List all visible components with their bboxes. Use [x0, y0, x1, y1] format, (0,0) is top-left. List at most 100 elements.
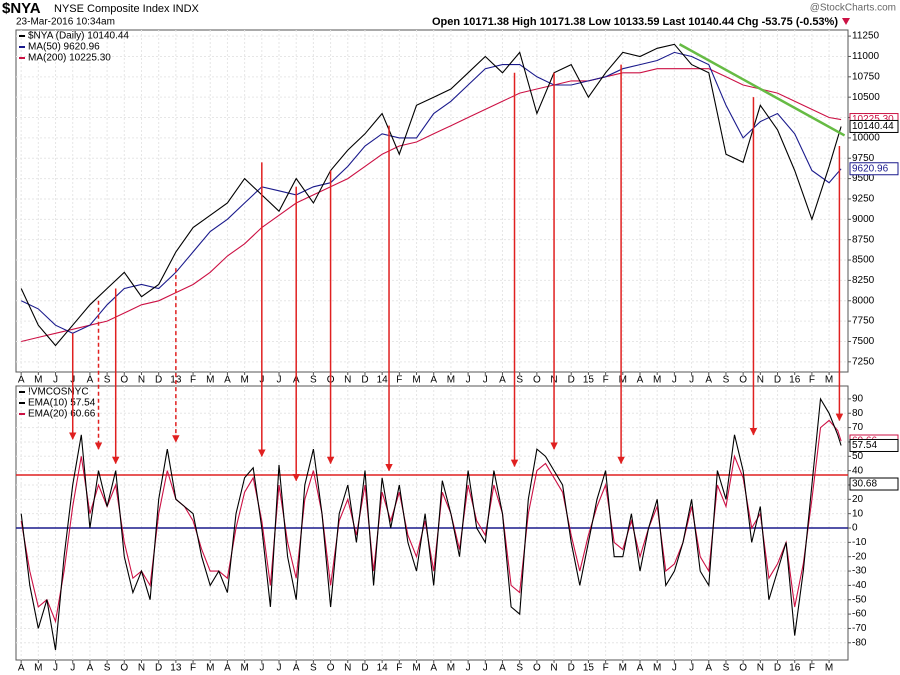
- legend-label: EMA(10) 57.54: [28, 398, 96, 409]
- series-line: [20, 397, 842, 651]
- y-tick-label: -30: [852, 566, 867, 577]
- x-tick-label: A: [705, 663, 712, 674]
- x-tick-label: O: [533, 375, 541, 386]
- legend-swatch: [19, 46, 25, 48]
- x-tick-label: 13: [170, 663, 182, 674]
- x-tick-label: D: [155, 375, 162, 386]
- x-tick-label: M: [619, 663, 627, 674]
- y-tick-label: 9500: [852, 173, 875, 184]
- x-tick-label: D: [361, 663, 368, 674]
- x-tick-label: D: [155, 663, 162, 674]
- x-tick-label: M: [206, 375, 214, 386]
- x-tick-label: O: [327, 663, 335, 674]
- x-tick-label: J: [70, 663, 75, 674]
- x-tick-label: J: [466, 663, 471, 674]
- x-tick-label: J: [483, 663, 488, 674]
- y-tick-label: 8750: [852, 234, 875, 245]
- x-tick-label: S: [310, 663, 317, 674]
- x-tick-label: N: [138, 375, 145, 386]
- legend-label: $NYA (Daily) 10140.44: [28, 31, 129, 42]
- y-tick-label: 11250: [852, 31, 880, 42]
- x-tick-label: J: [483, 375, 488, 386]
- plot-area: [16, 386, 848, 660]
- x-tick-label: A: [224, 375, 231, 386]
- y-tick-label: 7750: [852, 316, 875, 327]
- y-tick-label: 80: [852, 408, 864, 419]
- x-tick-label: D: [774, 663, 781, 674]
- lower-frame: [15, 385, 849, 661]
- series-line: [21, 68, 842, 343]
- value-tag-label: 57.54: [852, 440, 877, 451]
- x-tick-label: N: [757, 375, 764, 386]
- x-tick-label: J: [53, 663, 58, 674]
- y-tick-label: -60: [852, 609, 867, 620]
- value-tag-label: 9620.96: [852, 163, 889, 174]
- x-tick-label: F: [809, 663, 815, 674]
- y-tick-label: -40: [852, 580, 867, 591]
- legend-label: !VMCOSNYC: [28, 387, 89, 398]
- legend-swatch: [19, 57, 25, 59]
- x-tick-label: M: [206, 663, 214, 674]
- trend-line: [678, 43, 846, 137]
- y-tick-label: -10: [852, 537, 867, 548]
- x-tick-label: D: [361, 375, 368, 386]
- x-tick-label: O: [120, 375, 128, 386]
- x-tick-label: 16: [789, 663, 801, 674]
- x-tick-label: 14: [377, 663, 389, 674]
- x-tick-label: S: [516, 663, 523, 674]
- y-tick-label: 90: [852, 394, 864, 405]
- x-tick-label: S: [104, 663, 111, 674]
- x-tick-label: M: [240, 663, 248, 674]
- x-tick-label: M: [240, 375, 248, 386]
- x-tick-label: A: [430, 375, 437, 386]
- x-tick-label: 15: [583, 375, 595, 386]
- y-tick-label: 8000: [852, 295, 875, 306]
- x-tick-label: A: [499, 663, 506, 674]
- value-tag: [849, 119, 899, 133]
- legend-label: EMA(20) 60.66: [28, 409, 96, 420]
- x-tick-label: M: [34, 663, 42, 674]
- x-tick-label: A: [637, 375, 644, 386]
- x-tick-label: A: [87, 663, 94, 674]
- y-tick-label: 0: [852, 523, 858, 534]
- y-tick-label: 11000: [852, 51, 880, 62]
- x-tick-label: F: [809, 375, 815, 386]
- x-tick-label: A: [293, 663, 300, 674]
- y-tick-label: 10750: [852, 71, 880, 82]
- x-tick-label: D: [774, 375, 781, 386]
- x-tick-label: M: [412, 663, 420, 674]
- x-tick-label: A: [18, 663, 25, 674]
- x-tick-label: M: [619, 375, 627, 386]
- x-tick-label: M: [447, 375, 455, 386]
- x-tick-label: F: [396, 663, 402, 674]
- y-tick-label: 20: [852, 494, 864, 505]
- x-tick-label: A: [18, 375, 25, 386]
- x-tick-label: O: [120, 663, 128, 674]
- value-tag-label: 30.68: [852, 479, 877, 490]
- x-tick-label: A: [705, 375, 712, 386]
- series-line: [20, 51, 842, 334]
- x-tick-label: D: [568, 663, 575, 674]
- x-tick-label: J: [53, 375, 58, 386]
- x-tick-label: A: [87, 375, 94, 386]
- subtitle: NYSE Composite Index INDX: [54, 3, 200, 15]
- x-tick-label: F: [396, 375, 402, 386]
- x-tick-label: M: [412, 375, 420, 386]
- value-tag-label: 10140.44: [852, 121, 894, 132]
- y-tick-label: -50: [852, 594, 867, 605]
- x-tick-label: J: [259, 663, 264, 674]
- x-tick-label: N: [550, 663, 557, 674]
- x-tick-label: J: [689, 663, 694, 674]
- value-tag: [849, 162, 899, 176]
- x-tick-label: A: [430, 663, 437, 674]
- x-tick-label: 14: [377, 375, 389, 386]
- y-tick-label: -20: [852, 551, 867, 562]
- y-tick-label: 9000: [852, 214, 875, 225]
- x-tick-label: F: [190, 375, 196, 386]
- y-tick-label: 9250: [852, 194, 875, 205]
- y-tick-label: 40: [852, 465, 864, 476]
- value-tag: [849, 477, 899, 491]
- x-tick-label: O: [739, 663, 747, 674]
- x-tick-label: N: [344, 663, 351, 674]
